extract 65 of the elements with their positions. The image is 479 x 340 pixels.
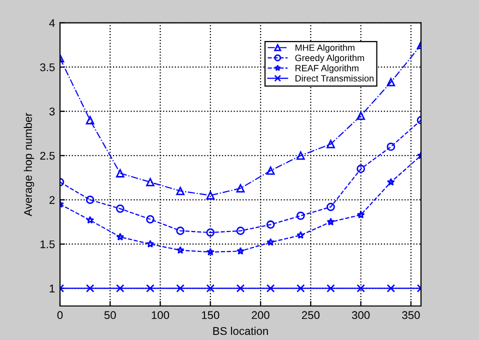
point	[206, 191, 215, 200]
point	[356, 164, 365, 174]
point	[86, 216, 94, 224]
point	[146, 284, 154, 292]
point	[326, 284, 335, 292]
point	[146, 240, 154, 248]
point	[266, 220, 275, 229]
point	[326, 218, 335, 226]
point	[116, 169, 124, 178]
point	[296, 212, 305, 220]
point	[356, 284, 365, 292]
y-axis-title: Average hop number	[24, 112, 34, 216]
point	[386, 284, 396, 292]
point	[386, 142, 396, 151]
legend-label: Greedy Algorithm	[295, 54, 364, 63]
point	[266, 166, 275, 175]
point	[296, 231, 305, 239]
x-tick-label: 300	[352, 311, 370, 320]
point	[116, 204, 124, 213]
point	[176, 246, 184, 254]
x-tick-label: 50	[104, 311, 116, 320]
point	[206, 284, 215, 292]
point	[176, 284, 184, 292]
point	[326, 140, 335, 148]
y-tick-label: 2	[50, 196, 55, 204]
point	[236, 226, 245, 235]
point	[86, 196, 94, 204]
point	[296, 284, 305, 292]
x-tick-label: 0	[57, 311, 63, 320]
y-tick-label: 3	[49, 108, 55, 116]
point	[236, 284, 245, 292]
y-tick-label: 1.5	[40, 240, 55, 248]
point	[146, 178, 154, 186]
legend-label: MHE Algorithm	[296, 44, 354, 53]
point	[326, 202, 335, 212]
point	[356, 112, 365, 120]
x-tick-label: 150	[202, 311, 220, 320]
point	[146, 215, 154, 224]
legend-label: Direct Transmission	[296, 74, 374, 82]
y-tick-label: 1	[50, 284, 55, 292]
point	[266, 284, 275, 292]
point	[116, 284, 124, 292]
y-tick-label: 2.5	[40, 152, 55, 160]
point	[176, 186, 184, 196]
legend-label: REAF Algorithm	[296, 64, 358, 74]
point	[266, 238, 275, 246]
point	[86, 116, 94, 124]
x-axis-title: BS location	[213, 326, 268, 335]
y-tick-label: 3.5	[40, 63, 55, 72]
point	[356, 210, 365, 218]
point	[206, 248, 214, 256]
x-tick-label: 250	[302, 311, 320, 320]
point	[236, 246, 244, 255]
point	[206, 228, 215, 237]
point	[386, 178, 395, 186]
x-tick-label: 200	[252, 311, 270, 320]
point	[236, 184, 245, 192]
point	[296, 151, 305, 160]
point	[176, 226, 184, 235]
point	[386, 78, 396, 86]
y-tick-label: 4	[49, 19, 55, 27]
point	[86, 284, 94, 292]
point	[116, 232, 124, 240]
x-tick-label: 350	[402, 311, 420, 320]
x-tick-label: 100	[152, 311, 170, 320]
